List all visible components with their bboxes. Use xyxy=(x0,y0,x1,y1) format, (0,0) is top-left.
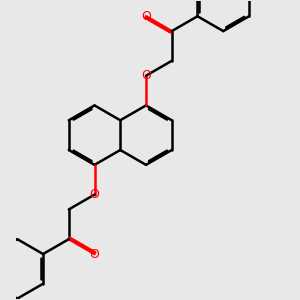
Text: O: O xyxy=(141,10,151,23)
Text: O: O xyxy=(90,248,100,260)
Text: O: O xyxy=(141,69,151,82)
Text: O: O xyxy=(90,188,100,201)
